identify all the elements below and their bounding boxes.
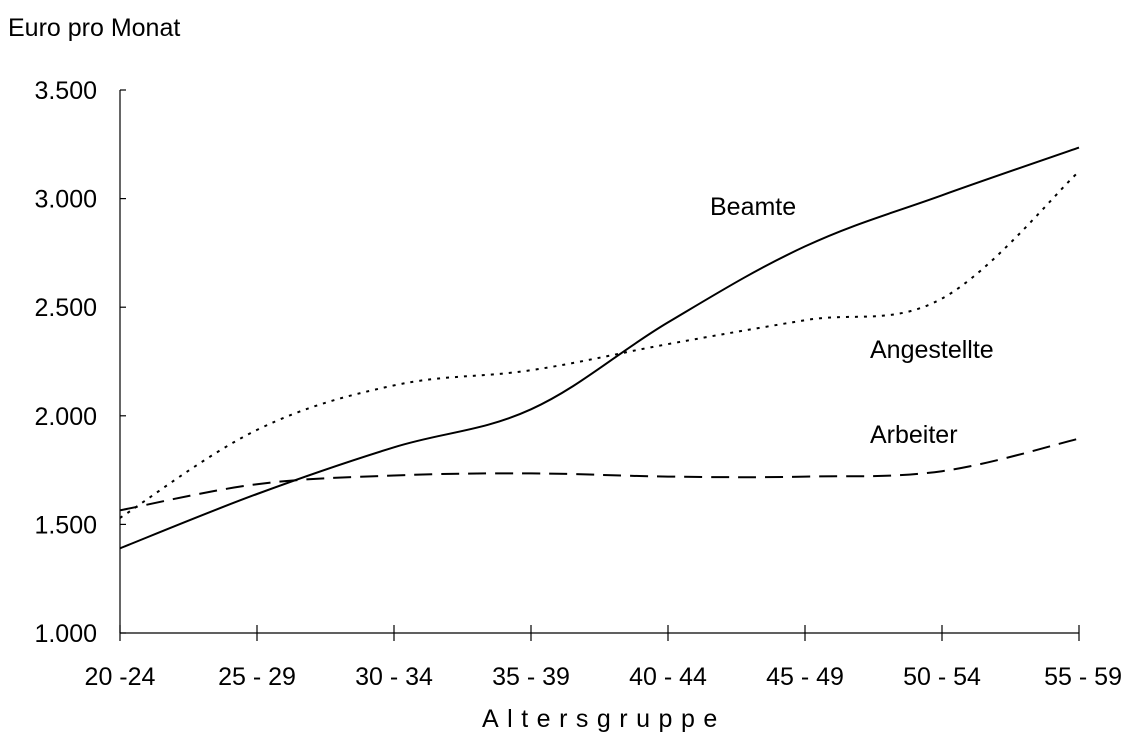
- x-ticks: 20 -24 25 - 29 30 - 34 35 - 39 40 - 44 45 - 4…: [85, 625, 1122, 691]
- x-tick-label: 20 -24: [85, 663, 156, 691]
- y-tick-label: 2.000: [34, 403, 97, 431]
- y-axis-label: Euro pro Monat: [8, 14, 180, 42]
- series-label-angestellte: Angestellte: [870, 336, 994, 364]
- x-axis-label: Altersgruppe: [482, 705, 726, 733]
- x-tick-label: 45 - 49: [766, 663, 844, 691]
- x-tick-label: 50 - 54: [903, 663, 981, 691]
- series-lines: [119, 146, 1080, 550]
- y-tick-label: 1.500: [34, 511, 97, 539]
- series-line-arbeiter: [119, 437, 1080, 512]
- x-tick-label: 35 - 39: [492, 663, 570, 691]
- y-ticks: 1.000 1.500 2.000 2.500 3.000 3.500: [34, 77, 126, 648]
- x-tick-label: 55 - 59: [1044, 663, 1122, 691]
- x-tick-label: 30 - 34: [355, 663, 433, 691]
- series-line-beamte: [119, 146, 1080, 550]
- x-tick-label: 25 - 29: [218, 663, 296, 691]
- y-tick-label: 3.000: [34, 186, 97, 214]
- y-tick-label: 1.000: [34, 620, 97, 648]
- y-tick-label: 3.500: [34, 77, 97, 105]
- x-tick-label: 40 - 44: [629, 663, 707, 691]
- y-tick-label: 2.500: [34, 294, 97, 322]
- series-label-beamte: Beamte: [710, 193, 796, 221]
- series-label-arbeiter: Arbeiter: [870, 421, 958, 449]
